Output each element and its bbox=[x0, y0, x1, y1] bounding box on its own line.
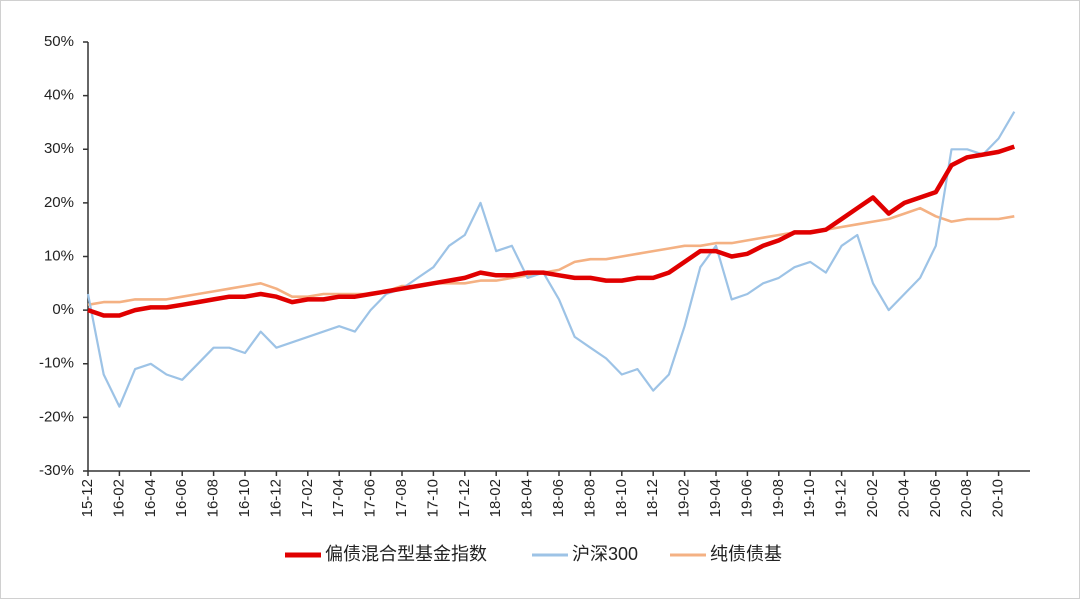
series-line bbox=[87, 206, 1015, 307]
y-tick-label: 30% bbox=[44, 140, 74, 157]
x-tick-label: 16-04 bbox=[142, 479, 159, 517]
x-tick-label: 16-10 bbox=[236, 479, 253, 517]
x-tick-label: 15-12 bbox=[79, 479, 96, 517]
series-line bbox=[86, 111, 1016, 408]
x-tick-label: 18-04 bbox=[519, 479, 536, 517]
x-tick-label: 19-12 bbox=[833, 479, 850, 517]
x-tick-label: 20-02 bbox=[864, 479, 881, 517]
legend-label: 偏债混合型基金指数 bbox=[325, 544, 487, 564]
y-tick-label: -30% bbox=[39, 462, 74, 479]
x-tick-label: 17-02 bbox=[299, 479, 316, 517]
x-tick-label: 20-04 bbox=[895, 479, 912, 517]
x-tick-label: 18-06 bbox=[550, 479, 567, 517]
series-line bbox=[87, 144, 1016, 318]
x-tick-label: 19-10 bbox=[801, 479, 818, 517]
x-tick-label: 17-12 bbox=[456, 479, 473, 517]
x-tick-label: 16-02 bbox=[110, 479, 127, 517]
y-tick-label: 20% bbox=[44, 194, 74, 211]
x-tick-label: 17-04 bbox=[330, 479, 347, 517]
x-tick-label: 19-02 bbox=[676, 479, 693, 517]
x-tick-label: 20-10 bbox=[990, 479, 1007, 517]
y-tick-label: -20% bbox=[39, 408, 74, 425]
x-tick-label: 16-08 bbox=[205, 479, 222, 517]
x-tick-label: 19-08 bbox=[770, 479, 787, 517]
x-tick-label: 19-06 bbox=[738, 479, 755, 517]
y-tick-label: 50% bbox=[44, 33, 74, 50]
x-tick-label: 18-08 bbox=[581, 479, 598, 517]
legend-label: 沪深300 bbox=[572, 544, 638, 564]
y-tick-label: 10% bbox=[44, 247, 74, 264]
y-tick-label: -10% bbox=[39, 355, 74, 372]
x-tick-label: 16-06 bbox=[173, 479, 190, 517]
x-tick-label: 17-10 bbox=[424, 479, 441, 517]
x-tick-label: 16-12 bbox=[267, 479, 284, 517]
x-tick-label: 17-06 bbox=[362, 479, 379, 517]
x-tick-label: 20-06 bbox=[927, 479, 944, 517]
legend-label: 纯债债基 bbox=[710, 544, 782, 564]
x-tick-label: 19-04 bbox=[707, 479, 724, 517]
x-tick-label: 18-10 bbox=[613, 479, 630, 517]
x-tick-label: 18-02 bbox=[487, 479, 504, 517]
x-tick-label: 20-08 bbox=[958, 479, 975, 517]
y-tick-label: 0% bbox=[52, 301, 74, 318]
x-tick-label: 18-12 bbox=[644, 479, 661, 517]
y-tick-label: 40% bbox=[44, 87, 74, 104]
x-tick-label: 17-08 bbox=[393, 479, 410, 517]
